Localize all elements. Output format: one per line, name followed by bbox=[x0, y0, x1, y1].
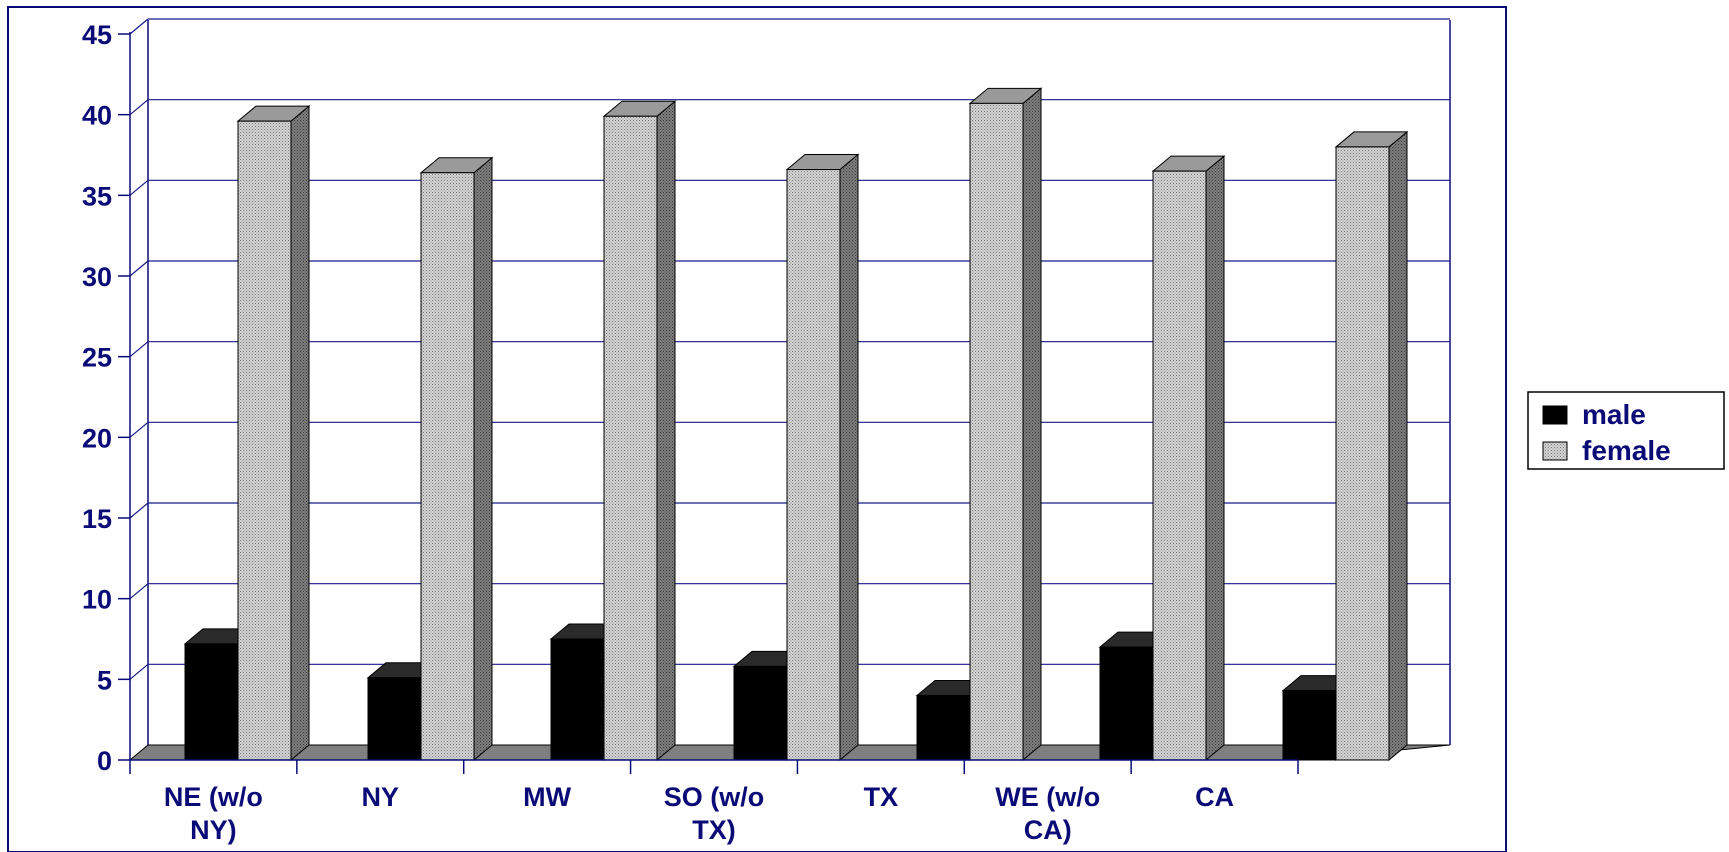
bar-front bbox=[1282, 690, 1337, 761]
legend-label-female: female bbox=[1582, 435, 1671, 466]
gridline-diagonal bbox=[129, 99, 149, 116]
bar-front bbox=[367, 677, 422, 761]
y-tick-label: 15 bbox=[82, 504, 112, 534]
x-tick-label: TX bbox=[864, 782, 899, 812]
y-tick-label: 35 bbox=[82, 181, 112, 211]
y-tick-label: 20 bbox=[82, 423, 112, 453]
bar-female bbox=[1151, 155, 1226, 762]
gridline-diagonal bbox=[129, 663, 149, 680]
gridline-diagonal bbox=[129, 18, 149, 35]
legend-swatch-male bbox=[1542, 405, 1568, 425]
bar-female bbox=[602, 100, 677, 762]
legend-label-male: male bbox=[1582, 399, 1646, 430]
gridline-diagonal bbox=[129, 583, 149, 600]
bar-front bbox=[237, 120, 292, 761]
bar-side bbox=[473, 156, 493, 762]
y-tick-label: 0 bbox=[97, 746, 112, 776]
x-tick-label: NE (w/o NY) bbox=[164, 782, 263, 845]
bar-front bbox=[969, 102, 1024, 761]
bar-side bbox=[1388, 130, 1408, 762]
bar-side bbox=[1022, 87, 1042, 762]
bar-female bbox=[1334, 130, 1409, 762]
x-tick-label: CA bbox=[1195, 782, 1234, 812]
bar-side bbox=[656, 100, 676, 762]
bar-front bbox=[550, 638, 605, 761]
gridline-diagonal bbox=[129, 502, 149, 519]
bar-female bbox=[419, 156, 494, 762]
gridline-diagonal bbox=[129, 421, 149, 438]
chart-border bbox=[7, 6, 1507, 852]
y-tick-label: 40 bbox=[82, 101, 112, 131]
gridline-diagonal bbox=[129, 179, 149, 196]
gridline-diagonal bbox=[129, 341, 149, 358]
bar-female bbox=[236, 105, 311, 762]
y-tick-label: 30 bbox=[82, 262, 112, 292]
bar-front bbox=[184, 643, 239, 761]
x-tick-label: SO (w/o TX) bbox=[664, 782, 765, 845]
legend-swatch-female bbox=[1542, 441, 1568, 461]
bar-front bbox=[1099, 646, 1154, 761]
y-tick-label: 10 bbox=[82, 585, 112, 615]
y-tick-label: 5 bbox=[97, 665, 112, 695]
gridline-diagonal bbox=[129, 260, 149, 277]
x-tick-label: MW bbox=[523, 782, 571, 812]
bar-female bbox=[968, 87, 1043, 762]
bar-side bbox=[839, 153, 859, 762]
bar-front bbox=[1152, 170, 1207, 761]
bar-front bbox=[1335, 146, 1390, 761]
bar-front bbox=[786, 169, 841, 761]
bar-front bbox=[733, 665, 788, 761]
bar-front bbox=[420, 172, 475, 761]
bar-side bbox=[290, 105, 310, 762]
y-tick-label: 45 bbox=[82, 20, 112, 50]
bar-front bbox=[916, 694, 971, 761]
bar-side bbox=[1205, 155, 1225, 762]
y-tick-label: 25 bbox=[82, 343, 112, 373]
bar-female bbox=[785, 153, 860, 762]
bar-front bbox=[603, 115, 658, 761]
x-tick-label: NY bbox=[362, 782, 400, 812]
x-tick-label: WE (w/o CA) bbox=[995, 782, 1100, 845]
